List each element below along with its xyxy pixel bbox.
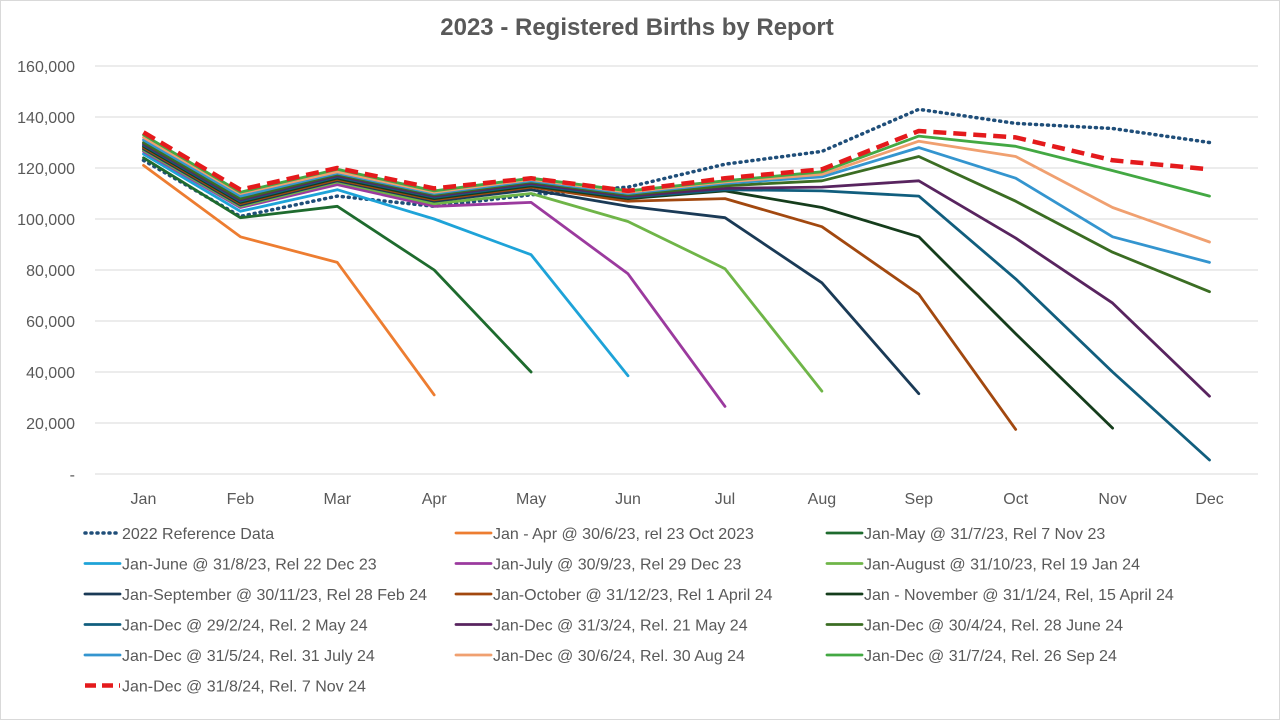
series-line-12	[142, 141, 1211, 294]
series-line-1	[141, 107, 1212, 219]
legend-label: Jan-June @ 31/8/23, Rel 22 Dec 23	[122, 557, 377, 574]
legend-label: Jan-Dec @ 30/4/24, Rel. 28 June 24	[864, 618, 1123, 635]
series-lines	[141, 107, 1212, 462]
y-axis-tick-labels: - 20,000 40,000 60,000 80,000 100,000 120,000 1…	[17, 59, 75, 484]
legend-label: Jan-Dec @ 31/5/24, Rel. 31 July 24	[122, 648, 375, 665]
legend-label: Jan-Dec @ 31/8/24, Rel. 7 Nov 24	[122, 679, 366, 696]
y-tick-label: 40,000	[26, 365, 75, 382]
legend-label: Jan-Dec @ 30/6/24, Rel. 30 Aug 24	[493, 648, 745, 665]
legend-label: Jan-May @ 31/7/23, Rel 7 Nov 23	[864, 526, 1105, 543]
legend-label: Jan-August @ 31/10/23, Rel 19 Jan 24	[864, 557, 1140, 574]
x-tick-label: Jul	[715, 491, 735, 508]
series-line-2	[142, 163, 436, 397]
legend-item: Jan-May @ 31/7/23, Rel 7 Nov 23	[825, 526, 1105, 543]
legend-item: Jan-June @ 31/8/23, Rel 22 Dec 23	[83, 557, 377, 574]
legend-label: 2022 Reference Data	[122, 526, 274, 543]
y-tick-label: 60,000	[26, 314, 75, 331]
y-tick-label: 120,000	[17, 161, 75, 178]
legend-item: Jan-Dec @ 29/2/24, Rel. 2 May 24	[83, 618, 368, 635]
legend-item: Jan-July @ 30/9/23, Rel 29 Dec 23	[454, 557, 741, 574]
gridlines	[95, 65, 1258, 475]
legend-item: Jan-August @ 31/10/23, Rel 19 Jan 24	[825, 557, 1140, 574]
y-tick-label: 160,000	[17, 59, 75, 76]
legend-item: Jan-September @ 30/11/23, Rel 28 Feb 24	[83, 587, 427, 604]
legend-label: Jan-October @ 31/12/23, Rel 1 April 24	[493, 587, 773, 604]
x-tick-label: Sep	[905, 491, 934, 508]
legend-item: Jan-Dec @ 31/8/24, Rel. 7 Nov 24	[85, 679, 366, 696]
x-tick-label: Dec	[1195, 491, 1223, 508]
legend-label: Jan-Dec @ 31/7/24, Rel. 26 Sep 24	[864, 648, 1117, 665]
legend-item: Jan-Dec @ 31/5/24, Rel. 31 July 24	[83, 648, 375, 665]
legend-item: Jan-Dec @ 30/4/24, Rel. 28 June 24	[825, 618, 1123, 635]
legend-label: Jan-Dec @ 31/3/24, Rel. 21 May 24	[493, 618, 748, 635]
legend-item: Jan - Apr @ 30/6/23, rel 23 Oct 2023	[454, 526, 754, 543]
y-tick-label: 100,000	[17, 212, 75, 229]
x-tick-label: Apr	[422, 491, 448, 508]
series-line-3	[142, 156, 533, 374]
x-tick-label: Aug	[808, 491, 836, 508]
x-tick-label: Jan	[131, 491, 157, 508]
y-tick-label: -	[70, 467, 75, 484]
legend-label: Jan-September @ 30/11/23, Rel 28 Feb 24	[122, 587, 427, 604]
x-tick-label: Jun	[615, 491, 641, 508]
legend-item: Jan - November @ 31/1/24, Rel, 15 April …	[825, 587, 1174, 604]
x-tick-label: Feb	[227, 491, 255, 508]
y-tick-label: 20,000	[26, 416, 75, 433]
legend-item: Jan-October @ 31/12/23, Rel 1 April 24	[454, 587, 773, 604]
legend-label: Jan-July @ 30/9/23, Rel 29 Dec 23	[493, 557, 741, 574]
legend-item: Jan-Dec @ 31/3/24, Rel. 21 May 24	[454, 618, 748, 635]
legend-label: Jan-Dec @ 29/2/24, Rel. 2 May 24	[122, 618, 368, 635]
legend-item: Jan-Dec @ 30/6/24, Rel. 30 Aug 24	[454, 648, 745, 665]
y-tick-label: 80,000	[26, 263, 75, 280]
legend-item: 2022 Reference Data	[83, 526, 274, 543]
legend-label: Jan - November @ 31/1/24, Rel, 15 April …	[864, 587, 1174, 604]
x-axis-tick-labels: Jan Feb Mar Apr May Jun Jul Aug Sep Oct Nov Dec	[131, 491, 1224, 508]
series-line-15	[142, 133, 1211, 198]
x-tick-label: Oct	[1003, 491, 1028, 508]
x-tick-label: May	[516, 491, 546, 508]
y-tick-label: 140,000	[17, 110, 75, 127]
legend: 2022 Reference Data Jan - Apr @ 30/6/23, …	[83, 526, 1174, 696]
x-tick-label: Mar	[324, 491, 352, 508]
series-line-4	[142, 152, 630, 378]
legend-label: Jan - Apr @ 30/6/23, rel 23 Oct 2023	[493, 526, 754, 543]
x-tick-label: Nov	[1098, 491, 1126, 508]
legend-item: Jan-Dec @ 31/7/24, Rel. 26 Sep 24	[825, 648, 1117, 665]
chart-title: 2023 - Registered Births by Report	[440, 14, 834, 41]
